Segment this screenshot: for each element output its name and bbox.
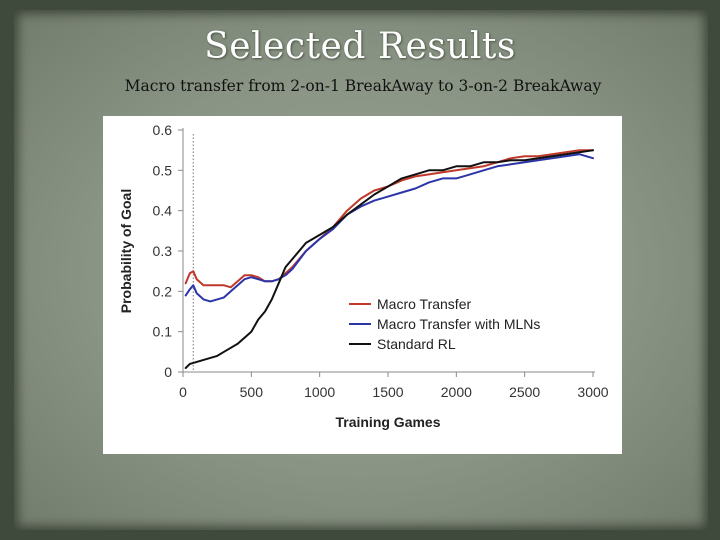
- chart-panel: 0 0.1 0.2 0.3 0.4 0.5 0.6 0 500 1000 1500 2000 2500 3…: [103, 116, 622, 454]
- series-line-1: [184, 149, 594, 289]
- x-axis-label: Training Games: [335, 414, 440, 430]
- x-tick-label: 0: [179, 384, 187, 400]
- series-line-2: [184, 153, 594, 303]
- y-tick-label: 0.1: [153, 324, 173, 340]
- legend-label-3: Standard RL: [377, 336, 456, 352]
- y-tick-label: 0.6: [153, 122, 173, 138]
- x-tick-label: 2500: [509, 384, 540, 400]
- x-tick-label: 2000: [441, 384, 472, 400]
- x-tick-label: 500: [240, 384, 264, 400]
- x-tick-label: 1500: [372, 384, 403, 400]
- line-chart: 0 0.1 0.2 0.3 0.4 0.5 0.6 0 500 1000 1500 2000 2500 3…: [118, 122, 609, 430]
- y-tick-label: 0.2: [153, 283, 173, 299]
- y-tick-label: 0: [164, 364, 172, 380]
- series-line-3: [184, 149, 594, 369]
- y-tick-label: 0.5: [153, 162, 173, 178]
- legend-label-1: Macro Transfer: [377, 296, 471, 312]
- x-tick-label: 1000: [304, 384, 335, 400]
- y-tick-label: 0.3: [153, 243, 173, 259]
- x-tick-label: 3000: [577, 384, 608, 400]
- legend-label-2: Macro Transfer with MLNs: [377, 316, 540, 332]
- y-tick-label: 0.4: [153, 203, 173, 219]
- slide-title: Selected Results: [204, 26, 516, 67]
- slide-subtitle: Macro transfer from 2-on-1 BreakAway to …: [124, 77, 602, 95]
- y-axis-label: Probability of Goal: [118, 189, 134, 313]
